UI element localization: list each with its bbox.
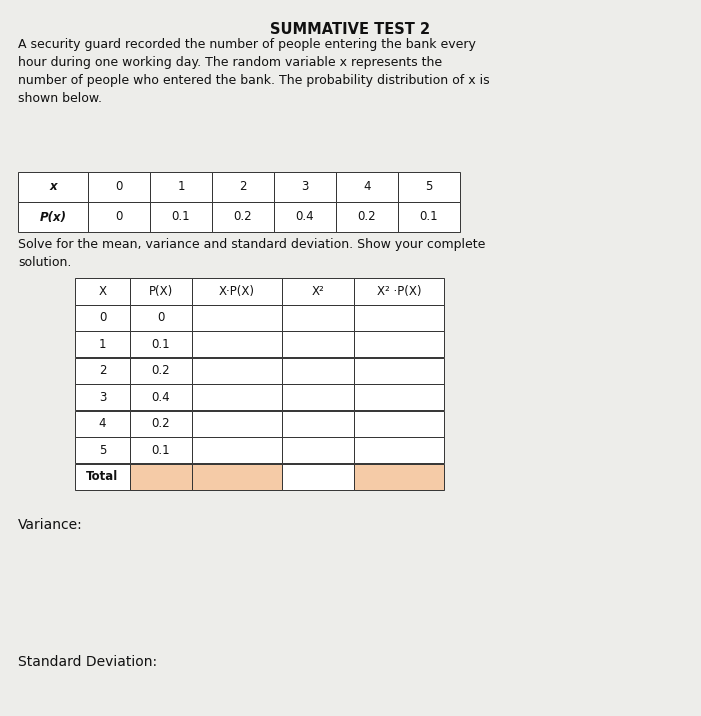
Text: 0.1: 0.1 bbox=[151, 444, 170, 457]
Bar bbox=[398, 202, 460, 232]
Bar bbox=[75, 278, 130, 304]
Bar bbox=[274, 202, 336, 232]
Bar bbox=[282, 304, 354, 331]
Text: 4: 4 bbox=[363, 180, 371, 193]
Text: 1: 1 bbox=[177, 180, 185, 193]
Bar bbox=[192, 384, 282, 410]
Bar bbox=[282, 410, 354, 437]
Bar bbox=[282, 384, 354, 410]
Text: P(X): P(X) bbox=[149, 285, 173, 298]
Bar bbox=[130, 278, 192, 304]
Bar bbox=[75, 463, 130, 490]
Text: Total: Total bbox=[86, 470, 118, 483]
Bar bbox=[354, 331, 444, 357]
Bar bbox=[192, 357, 282, 384]
Text: Solve for the mean, variance and standard deviation. Show your complete
solution: Solve for the mean, variance and standar… bbox=[18, 238, 485, 269]
Bar bbox=[18, 202, 88, 232]
Bar bbox=[130, 357, 192, 384]
Bar bbox=[75, 437, 130, 463]
Text: 3: 3 bbox=[99, 391, 106, 404]
Text: 3: 3 bbox=[301, 180, 308, 193]
Bar bbox=[274, 172, 336, 202]
Bar bbox=[212, 202, 274, 232]
Text: X²: X² bbox=[312, 285, 325, 298]
Bar bbox=[75, 410, 130, 437]
Bar bbox=[354, 384, 444, 410]
Text: 0.4: 0.4 bbox=[151, 391, 170, 404]
Bar bbox=[398, 172, 460, 202]
Bar bbox=[130, 304, 192, 331]
Bar bbox=[192, 331, 282, 357]
Bar bbox=[192, 463, 282, 490]
Text: SUMMATIVE TEST 2: SUMMATIVE TEST 2 bbox=[271, 22, 430, 37]
Bar bbox=[282, 437, 354, 463]
Text: 0.2: 0.2 bbox=[358, 211, 376, 223]
Text: 0.1: 0.1 bbox=[151, 338, 170, 351]
Text: X² ·P(X): X² ·P(X) bbox=[376, 285, 421, 298]
Text: 5: 5 bbox=[99, 444, 106, 457]
Bar bbox=[282, 357, 354, 384]
Bar bbox=[130, 384, 192, 410]
Text: 0: 0 bbox=[99, 311, 106, 324]
Bar bbox=[130, 331, 192, 357]
Text: 0.1: 0.1 bbox=[420, 211, 438, 223]
Text: Standard Deviation:: Standard Deviation: bbox=[18, 655, 157, 669]
Text: 0.2: 0.2 bbox=[151, 417, 170, 430]
Bar bbox=[282, 331, 354, 357]
Bar bbox=[354, 278, 444, 304]
Bar bbox=[192, 278, 282, 304]
Bar bbox=[88, 172, 150, 202]
Bar bbox=[192, 304, 282, 331]
Bar bbox=[75, 304, 130, 331]
Text: 0.2: 0.2 bbox=[151, 364, 170, 377]
Bar bbox=[18, 172, 88, 202]
Text: 5: 5 bbox=[426, 180, 433, 193]
Bar bbox=[88, 202, 150, 232]
Text: 0.1: 0.1 bbox=[172, 211, 190, 223]
Bar bbox=[75, 357, 130, 384]
Bar bbox=[150, 172, 212, 202]
Bar bbox=[150, 202, 212, 232]
Bar bbox=[192, 410, 282, 437]
Bar bbox=[130, 463, 192, 490]
Text: x: x bbox=[49, 180, 57, 193]
Text: 0.2: 0.2 bbox=[233, 211, 252, 223]
Text: 0.4: 0.4 bbox=[296, 211, 314, 223]
Bar bbox=[354, 410, 444, 437]
Text: 4: 4 bbox=[99, 417, 107, 430]
Bar bbox=[212, 172, 274, 202]
Text: 1: 1 bbox=[99, 338, 107, 351]
Text: 0: 0 bbox=[115, 180, 123, 193]
Text: 2: 2 bbox=[99, 364, 107, 377]
Bar bbox=[282, 463, 354, 490]
Bar bbox=[130, 410, 192, 437]
Bar bbox=[354, 463, 444, 490]
Bar bbox=[354, 437, 444, 463]
Text: Variance:: Variance: bbox=[18, 518, 83, 532]
Bar bbox=[354, 304, 444, 331]
Bar bbox=[282, 278, 354, 304]
Text: 2: 2 bbox=[239, 180, 247, 193]
Bar bbox=[336, 202, 398, 232]
Bar bbox=[336, 172, 398, 202]
Text: 0: 0 bbox=[115, 211, 123, 223]
Text: 0: 0 bbox=[157, 311, 165, 324]
Bar bbox=[130, 437, 192, 463]
Bar bbox=[75, 384, 130, 410]
Bar bbox=[354, 357, 444, 384]
Text: A security guard recorded the number of people entering the bank every
hour duri: A security guard recorded the number of … bbox=[18, 38, 489, 105]
Text: P(x): P(x) bbox=[39, 211, 67, 223]
Bar bbox=[75, 331, 130, 357]
Text: X: X bbox=[99, 285, 107, 298]
Text: X·P(X): X·P(X) bbox=[219, 285, 255, 298]
Bar bbox=[192, 437, 282, 463]
